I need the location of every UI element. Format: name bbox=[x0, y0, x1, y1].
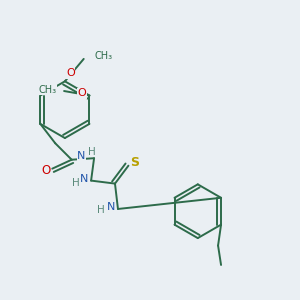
Text: N: N bbox=[106, 202, 115, 212]
Text: O: O bbox=[66, 68, 75, 78]
Text: N: N bbox=[80, 174, 89, 184]
Text: H: H bbox=[97, 206, 104, 215]
Text: H: H bbox=[72, 178, 80, 188]
Text: S: S bbox=[130, 156, 140, 169]
Text: H: H bbox=[88, 147, 96, 157]
Text: N: N bbox=[77, 151, 86, 160]
Text: O: O bbox=[41, 164, 50, 177]
Text: CH₃: CH₃ bbox=[94, 51, 112, 61]
Text: O: O bbox=[78, 88, 86, 98]
Text: CH₃: CH₃ bbox=[38, 85, 57, 94]
